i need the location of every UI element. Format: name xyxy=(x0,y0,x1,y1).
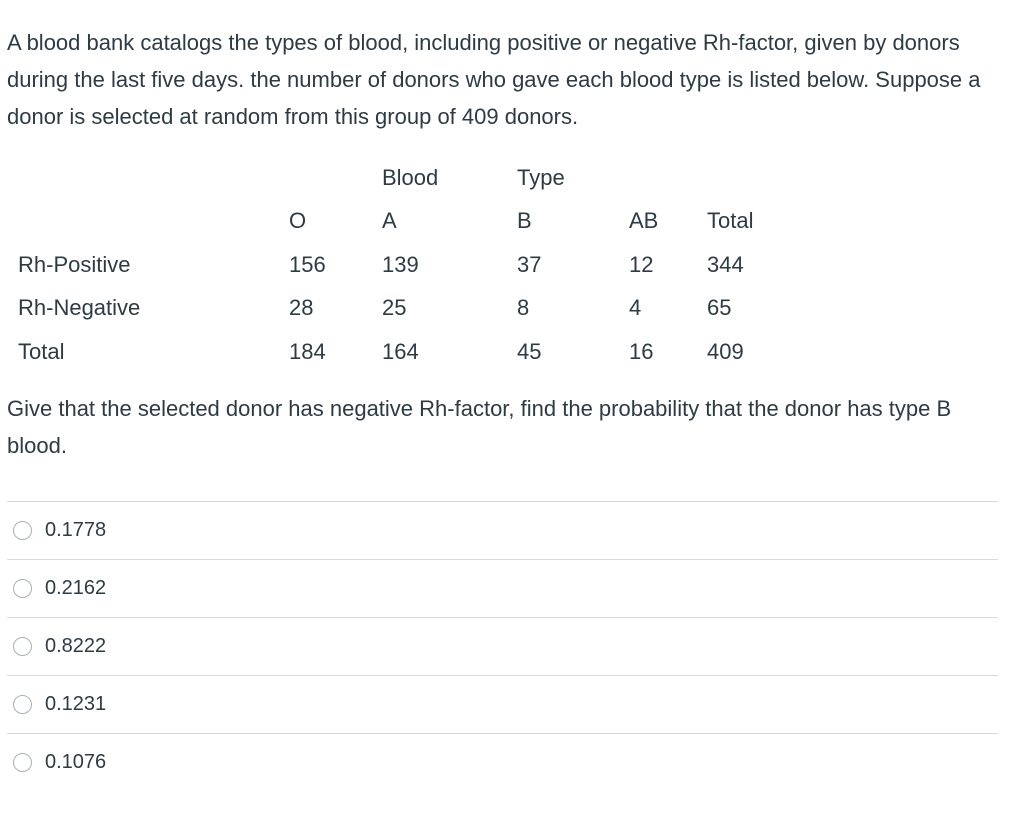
table-cell: 28 xyxy=(289,295,314,321)
answer-option[interactable]: 0.8222 xyxy=(7,617,998,675)
radio-button[interactable] xyxy=(13,695,32,714)
radio-button[interactable] xyxy=(13,521,32,540)
table-header-cell: B xyxy=(517,208,532,234)
radio-button[interactable] xyxy=(13,637,32,656)
table-cell: 12 xyxy=(629,251,654,277)
answer-label[interactable]: 0.1778 xyxy=(45,519,107,541)
answer-label[interactable]: 0.2162 xyxy=(45,577,107,599)
table-cell: 164 xyxy=(382,338,419,364)
table-header-cell xyxy=(18,200,289,244)
answer-label[interactable]: 0.1076 xyxy=(45,751,107,773)
blood-type-table: Blood Type O A B AB Total Rh-Positive 15… xyxy=(18,156,787,374)
table-header-cell: Total xyxy=(707,208,754,234)
table-row: Rh-Positive 156 139 37 12 344 xyxy=(18,243,787,287)
table-cell: 344 xyxy=(707,251,744,277)
table-cell: 156 xyxy=(289,251,326,277)
question-prompt: Give that the selected donor has negativ… xyxy=(7,396,952,458)
answer-option[interactable]: 0.1778 xyxy=(7,501,998,559)
table-cell xyxy=(289,156,382,200)
radio-button[interactable] xyxy=(13,579,32,598)
table-cell: 184 xyxy=(289,338,326,364)
table-row: Rh-Negative 28 25 8 4 65 xyxy=(18,287,787,331)
table-cell: 16 xyxy=(629,338,654,364)
table-cell: 25 xyxy=(382,295,407,321)
table-cell: Type xyxy=(517,164,565,190)
answer-option[interactable]: 0.2162 xyxy=(7,559,998,617)
table-super-header-row: Blood Type xyxy=(18,156,787,200)
answer-label[interactable]: 0.8222 xyxy=(45,635,107,657)
table-cell: 45 xyxy=(517,338,542,364)
table-header-row: O A B AB Total xyxy=(18,200,787,244)
answer-choices: 0.1778 0.2162 0.8222 0.1231 0.1076 xyxy=(7,501,998,791)
table-row-label: Rh-Negative xyxy=(18,295,141,321)
table-row-label: Rh-Positive xyxy=(18,251,131,277)
table-cell xyxy=(629,156,707,200)
answer-option[interactable]: 0.1076 xyxy=(7,733,998,791)
table-cell: Blood xyxy=(382,164,439,190)
question-intro: A blood bank catalogs the types of blood… xyxy=(7,30,981,129)
radio-button[interactable] xyxy=(13,753,32,772)
table-row-label: Total xyxy=(18,338,65,364)
answer-label[interactable]: 0.1231 xyxy=(45,693,107,715)
answer-option[interactable]: 0.1231 xyxy=(7,675,998,733)
table-cell: 409 xyxy=(707,338,744,364)
table-cell xyxy=(18,156,289,200)
table-cell: 4 xyxy=(629,295,642,321)
table-header-cell: A xyxy=(382,208,397,234)
table-row: Total 184 164 45 16 409 xyxy=(18,330,787,374)
table-cell: 37 xyxy=(517,251,542,277)
table-cell: 139 xyxy=(382,251,419,277)
table-cell: 65 xyxy=(707,295,732,321)
table-cell xyxy=(707,156,787,200)
table-header-cell: O xyxy=(289,208,307,234)
table-cell: 8 xyxy=(517,295,530,321)
table-header-cell: AB xyxy=(629,208,659,234)
